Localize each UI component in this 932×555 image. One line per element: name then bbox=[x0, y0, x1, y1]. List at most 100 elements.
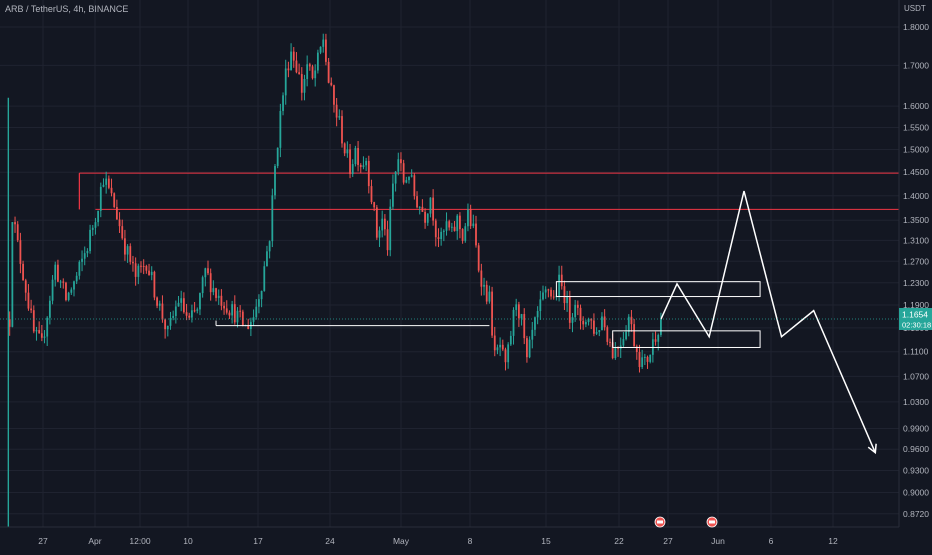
candle-body bbox=[485, 284, 488, 302]
candle-body bbox=[606, 327, 609, 342]
candle-body bbox=[633, 324, 636, 347]
candle-body bbox=[65, 282, 67, 301]
candle-body bbox=[228, 312, 231, 316]
axis-unit-label: USDT bbox=[904, 4, 926, 13]
candle-body bbox=[464, 226, 467, 241]
time-axis-bg bbox=[0, 527, 932, 550]
candle-body bbox=[528, 339, 531, 358]
candle-body bbox=[247, 325, 250, 330]
candle-body bbox=[124, 238, 126, 255]
candle-body bbox=[609, 341, 611, 343]
candle-body bbox=[520, 314, 523, 319]
candle-body bbox=[590, 318, 593, 321]
candle-body bbox=[405, 180, 408, 183]
candle-body bbox=[459, 215, 461, 230]
candle-body bbox=[40, 333, 43, 338]
candle-body bbox=[319, 46, 322, 53]
candle-body bbox=[180, 298, 183, 303]
candle-body bbox=[212, 288, 215, 293]
candle-body bbox=[263, 266, 266, 291]
candle-body bbox=[140, 265, 142, 267]
candle-body bbox=[73, 281, 75, 290]
candle-body bbox=[148, 270, 150, 276]
candle-body bbox=[416, 196, 418, 208]
drawings[interactable] bbox=[215, 190, 877, 455]
time-tick-label: Apr bbox=[88, 536, 101, 546]
candle-body bbox=[349, 149, 351, 175]
candle-body bbox=[429, 197, 432, 214]
price-tick-label: 1.4500 bbox=[903, 167, 929, 177]
candle-body bbox=[27, 292, 30, 309]
price-tick-label: 0.9000 bbox=[903, 488, 929, 498]
price-tick-label: 1.5500 bbox=[903, 122, 929, 132]
time-tick-label: May bbox=[393, 536, 410, 546]
candle-body bbox=[335, 104, 338, 118]
event-markers[interactable] bbox=[654, 516, 718, 528]
candle-body bbox=[199, 293, 201, 310]
candle-body bbox=[472, 223, 475, 227]
price-tick-label: 1.0700 bbox=[903, 371, 929, 381]
candle-body bbox=[622, 339, 625, 346]
candle-body bbox=[322, 39, 325, 47]
candle-body bbox=[308, 64, 311, 67]
candle-body bbox=[365, 160, 368, 166]
candle-body bbox=[255, 306, 258, 318]
candle-body bbox=[314, 70, 317, 79]
candle-body bbox=[536, 311, 539, 318]
candle-body bbox=[493, 335, 496, 351]
candle-body bbox=[515, 304, 518, 310]
price-axis-bg bbox=[899, 0, 932, 550]
candle-body bbox=[142, 265, 145, 267]
candle-body bbox=[333, 85, 335, 105]
candle-body bbox=[641, 357, 644, 368]
candle-body bbox=[225, 308, 228, 313]
candle-body bbox=[383, 218, 386, 230]
candle-body bbox=[266, 251, 268, 267]
current-price-label: 1.1654 bbox=[902, 309, 928, 319]
symbol-title: ARB / TetherUS, 4h, BINANCE bbox=[5, 4, 128, 14]
candle-body bbox=[105, 178, 108, 185]
time-tick-label: 22 bbox=[614, 536, 624, 546]
candle-body bbox=[480, 270, 483, 287]
candle-body bbox=[166, 325, 169, 330]
candle-body bbox=[303, 78, 306, 93]
candle-body bbox=[346, 149, 349, 154]
candle-body bbox=[343, 143, 346, 154]
candle-body bbox=[67, 292, 70, 301]
us-flag-event-icon[interactable] bbox=[654, 516, 666, 528]
time-axis[interactable]: 27 Apr 12:00 10 17 24 May 8 15 22 27 Jun 6 12 bbox=[0, 526, 932, 550]
candle-body bbox=[115, 207, 118, 220]
candle-body bbox=[89, 229, 91, 252]
candle-body bbox=[59, 281, 62, 283]
price-tick-label: 1.1100 bbox=[903, 347, 929, 357]
resistance-lines bbox=[78, 172, 899, 210]
candle-body bbox=[220, 295, 223, 306]
candle-body bbox=[531, 329, 534, 340]
candle-body bbox=[182, 298, 185, 313]
candle-body bbox=[298, 72, 301, 75]
candle-body bbox=[46, 317, 49, 337]
candle-body bbox=[99, 186, 102, 211]
candle-body bbox=[276, 147, 279, 166]
time-tick-label: 12:00 bbox=[129, 536, 151, 546]
candle-body bbox=[598, 330, 601, 333]
candle-body bbox=[311, 66, 314, 79]
candle-body bbox=[378, 230, 381, 238]
candle-body bbox=[539, 299, 542, 312]
candle-body bbox=[164, 319, 167, 330]
candle-body bbox=[550, 289, 552, 297]
candle-body bbox=[193, 310, 196, 312]
price-tick-label: 1.4000 bbox=[903, 191, 929, 201]
us-flag-event-icon[interactable] bbox=[706, 516, 718, 528]
candle-body bbox=[611, 342, 614, 359]
candle-body bbox=[584, 322, 587, 325]
price-tick-label: 0.9300 bbox=[903, 466, 929, 476]
candle-body bbox=[57, 264, 59, 282]
candle-body bbox=[375, 207, 378, 238]
candle-body bbox=[169, 317, 172, 326]
candle-body bbox=[469, 209, 472, 227]
candle-body bbox=[43, 336, 46, 338]
